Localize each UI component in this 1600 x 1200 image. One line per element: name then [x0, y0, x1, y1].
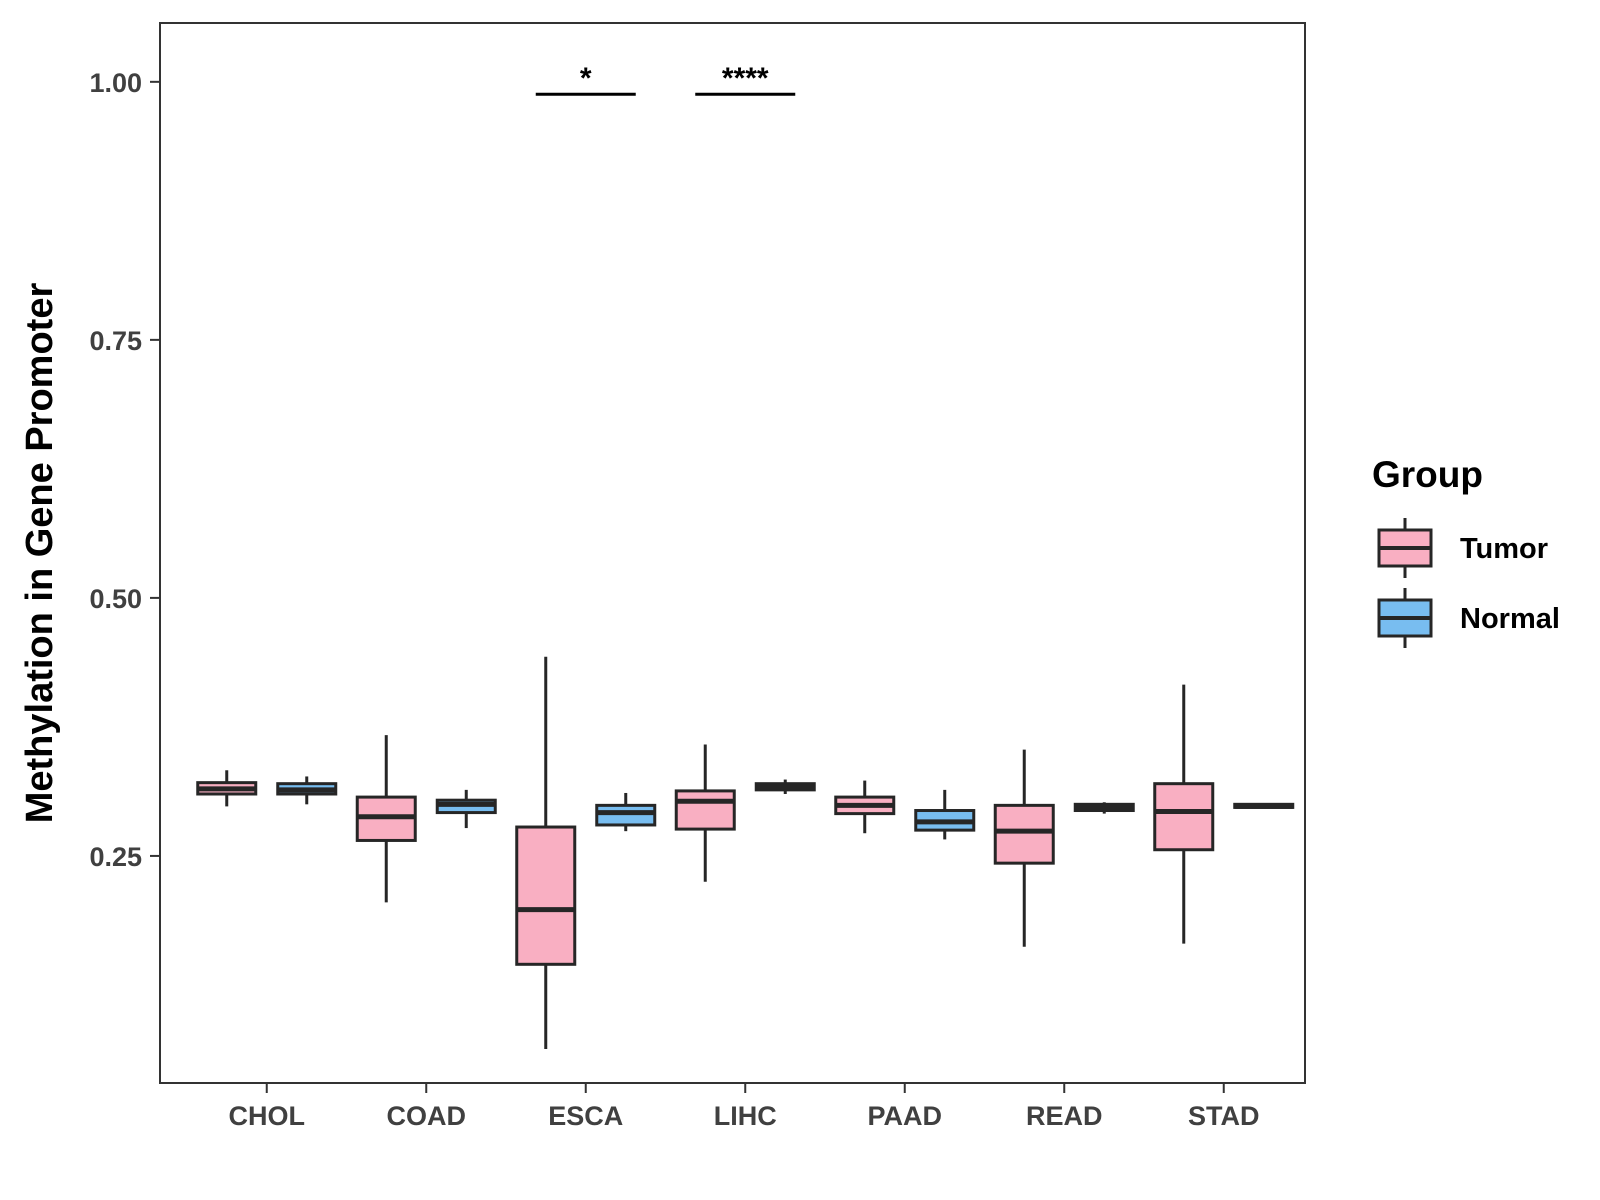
box-normal-chol [276, 776, 338, 805]
box-normal-esca [595, 792, 657, 832]
box-iqr [1153, 782, 1215, 852]
y-tick-label: 1.00 [89, 68, 142, 98]
x-tick-label-paad: PAAD [867, 1101, 942, 1131]
plot-panel [159, 22, 1306, 1084]
legend-item-tumor: Tumor [1377, 518, 1548, 578]
box-normal-lihc [754, 779, 816, 795]
y-tick-label: 0.75 [89, 326, 142, 356]
y-tick-label: 0.50 [89, 584, 142, 614]
legend-title: Group [1372, 454, 1483, 495]
box-normal-stad [1233, 802, 1295, 809]
box-tumor-esca [515, 656, 577, 1049]
box-tumor-stad [1153, 684, 1215, 944]
significance-label: **** [722, 62, 769, 95]
legend-label: Normal [1460, 603, 1560, 635]
x-tick-label-coad: COAD [387, 1101, 467, 1131]
x-tick-label-read: READ [1026, 1101, 1103, 1131]
box-iqr [993, 803, 1055, 865]
significance-annotations: * **** [535, 62, 796, 96]
legend: Group Tumor Normal [1372, 454, 1560, 648]
box-normal-paad [914, 789, 976, 840]
x-tick-label-chol: CHOL [229, 1101, 306, 1131]
box-tumor-coad [355, 735, 417, 903]
x-tick-label-lihc: LIHC [714, 1101, 777, 1131]
box-iqr [674, 789, 736, 831]
box-marks [196, 656, 1295, 1049]
box-tumor-lihc [674, 744, 736, 882]
box-normal-coad [435, 789, 497, 829]
x-tick-label-stad: STAD [1188, 1101, 1260, 1131]
significance-label: * [580, 62, 592, 95]
box-iqr [595, 803, 657, 827]
legend-item-normal: Normal [1377, 588, 1560, 648]
y-axis-title: Methylation in Gene Promoter [19, 283, 61, 824]
significance-lihc: **** [695, 62, 796, 96]
box-tumor-read [993, 749, 1055, 947]
box-iqr [515, 825, 577, 966]
x-tick-label-esca: ESCA [548, 1101, 623, 1131]
y-tick-label: 0.25 [89, 842, 142, 872]
box-tumor-chol [196, 770, 258, 807]
axes: 0.25 0.50 0.75 1.00 CHOL COAD ESCA LIHC PAAD READ… [89, 68, 1259, 1131]
legend-label: Tumor [1460, 533, 1548, 565]
box-normal-read [1073, 802, 1135, 814]
significance-esca: * [535, 62, 636, 96]
box-tumor-paad [834, 780, 896, 834]
plot-border [159, 22, 1306, 1084]
